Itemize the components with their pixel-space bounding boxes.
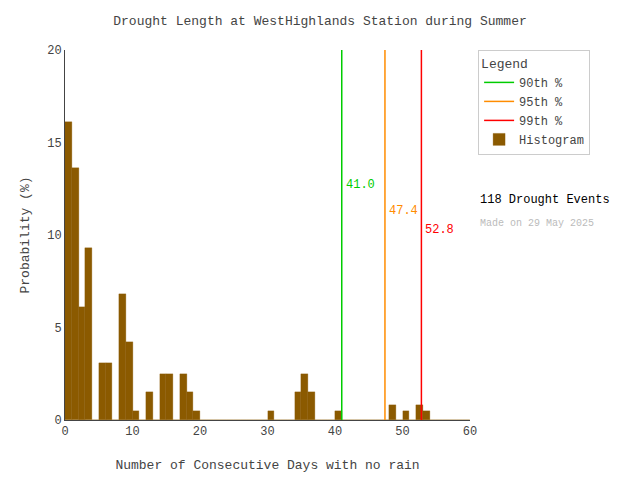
svg-text:118 Drought Events: 118 Drought Events	[480, 193, 610, 207]
svg-text:50: 50	[395, 425, 409, 439]
svg-text:10: 10	[125, 425, 139, 439]
svg-text:30: 30	[260, 425, 274, 439]
svg-text:52.8: 52.8	[425, 223, 454, 237]
svg-text:Drought Length at WestHighland: Drought Length at WestHighlands Station …	[113, 14, 526, 29]
svg-text:Made on 29 May 2025: Made on 29 May 2025	[480, 218, 594, 229]
svg-text:20: 20	[47, 44, 61, 58]
svg-text:40: 40	[328, 425, 342, 439]
svg-text:0: 0	[54, 414, 61, 428]
svg-text:10: 10	[47, 229, 61, 243]
svg-text:20: 20	[193, 425, 207, 439]
svg-text:Probability (%): Probability (%)	[18, 176, 33, 293]
svg-text:99th %: 99th %	[519, 115, 563, 129]
svg-text:15: 15	[47, 137, 61, 151]
svg-text:Number of Consecutive Days wit: Number of Consecutive Days with no rain	[115, 458, 419, 473]
svg-text:60: 60	[463, 425, 477, 439]
svg-text:41.0: 41.0	[346, 178, 375, 192]
svg-text:Legend: Legend	[481, 57, 528, 72]
svg-text:Histogram: Histogram	[519, 134, 584, 148]
svg-text:95th %: 95th %	[519, 96, 563, 110]
svg-text:0: 0	[61, 425, 68, 439]
svg-text:47.4: 47.4	[389, 204, 418, 218]
svg-text:90th %: 90th %	[519, 77, 563, 91]
svg-text:5: 5	[54, 322, 61, 336]
